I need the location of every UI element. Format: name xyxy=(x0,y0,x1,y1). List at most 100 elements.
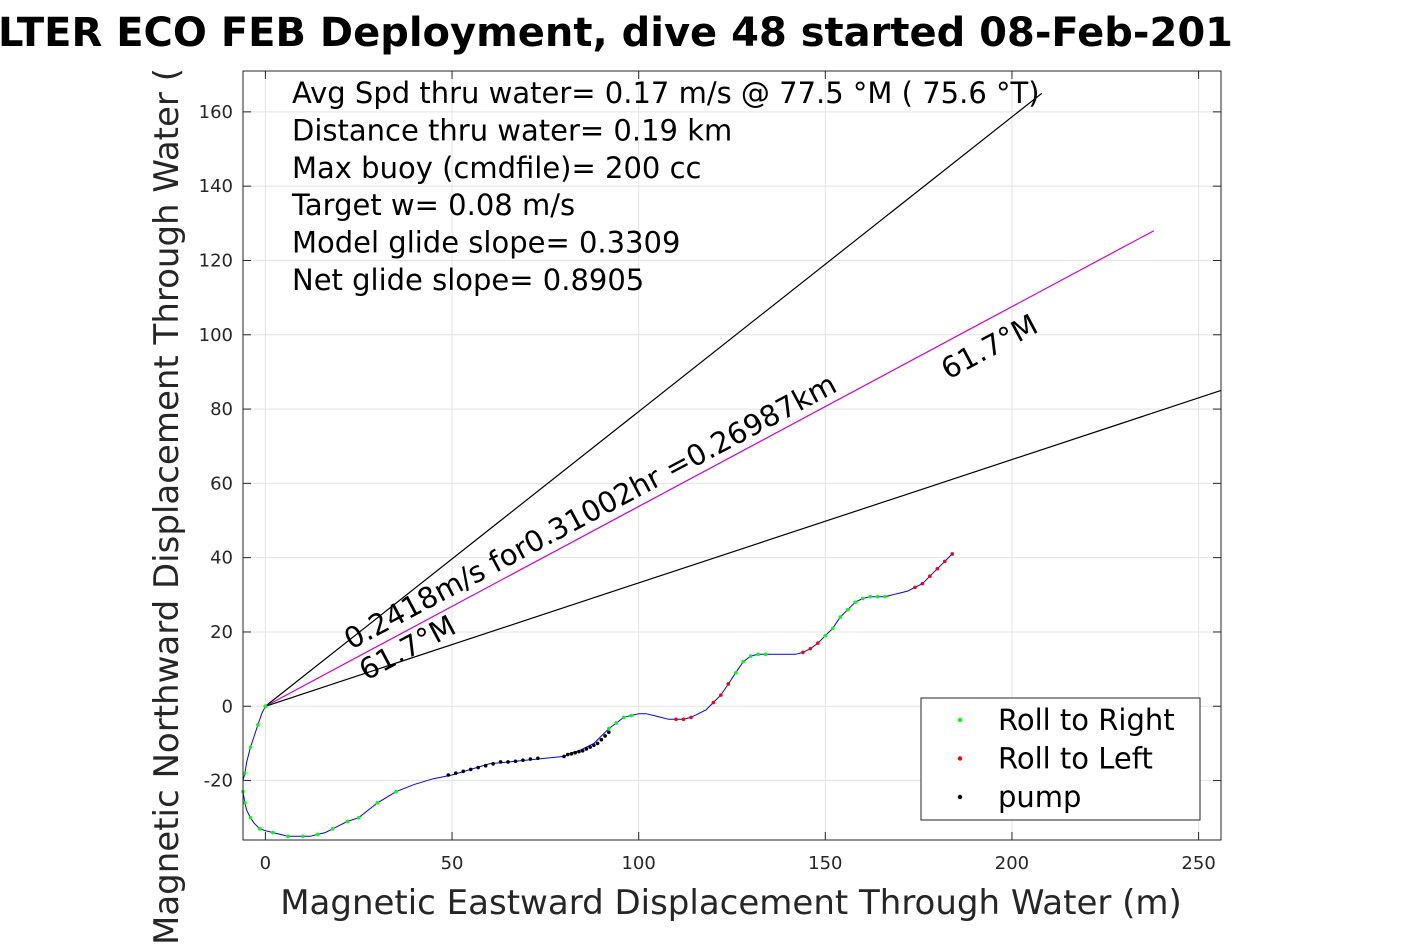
plot-frame xyxy=(242,70,1222,841)
roll-left-marker xyxy=(689,715,693,720)
roll-right-marker xyxy=(830,626,835,631)
x-tick-label: 250 xyxy=(1181,853,1215,874)
legend-box xyxy=(920,697,1201,821)
stat-line: Avg Spd thru water= 0.17 m/s @ 77.5 °M (… xyxy=(292,76,1040,110)
pump-marker xyxy=(513,759,518,764)
stat-line: Max buoy (cmdfile)= 200 cc xyxy=(292,151,701,185)
pump-marker xyxy=(599,737,604,742)
x-tick-label: 200 xyxy=(995,853,1029,874)
roll-right-marker xyxy=(345,819,350,824)
roll-left-marker xyxy=(816,641,820,645)
pump-marker xyxy=(536,756,540,761)
y-tick-label: 160 xyxy=(199,102,233,123)
pump-marker xyxy=(468,767,473,772)
pump-marker xyxy=(595,741,600,746)
stat-line: Net glide slope= 0.8905 xyxy=(292,263,644,297)
y-tick-label: 120 xyxy=(199,250,233,271)
roll-right-marker xyxy=(741,659,745,664)
grid-lines xyxy=(243,71,1221,840)
roll-right-marker xyxy=(300,834,305,839)
legend: Roll to Right Roll to Left pump xyxy=(920,697,1201,821)
roll-right-marker xyxy=(756,652,760,657)
roll-right-marker xyxy=(868,594,872,599)
roll-left-marker xyxy=(681,717,686,722)
roll-left-marker xyxy=(950,552,955,556)
pump-marker xyxy=(584,747,589,751)
axis-ticks: 0 50 100 150 200 250 -20 0 20 40 60 80 100 120 140 160 xyxy=(199,71,1221,874)
roll-left-marker xyxy=(808,646,813,651)
pump-marker xyxy=(565,752,570,757)
roll-right-marker xyxy=(748,654,753,658)
roll-right-marker xyxy=(838,615,843,619)
roll-right-marker xyxy=(248,815,253,820)
legend-marker xyxy=(957,794,963,800)
pump-marker xyxy=(528,757,533,761)
y-tick-label: 80 xyxy=(210,399,233,420)
y-tick-label: 60 xyxy=(210,473,233,494)
pump-marker xyxy=(569,752,574,756)
legend-label: pump xyxy=(998,780,1081,814)
pump-marker xyxy=(592,743,596,748)
y-tick-label: 0 xyxy=(222,696,233,717)
pump-marker xyxy=(483,763,488,768)
roll-left-marker xyxy=(711,700,716,705)
roll-right-marker xyxy=(330,827,335,831)
reference-line-lower xyxy=(265,389,1222,707)
stat-line: Model glide slope= 0.3309 xyxy=(292,226,680,260)
stat-line: Target w= 0.08 m/s xyxy=(291,188,575,222)
roll-left-marker xyxy=(942,559,947,564)
reference-line-upper xyxy=(265,92,1043,707)
roll-right-marker xyxy=(883,594,887,599)
roll-left-marker xyxy=(801,650,805,655)
roll-right-marker xyxy=(763,652,768,657)
x-tick-label: 100 xyxy=(621,853,655,874)
roll-left-marker xyxy=(920,581,925,586)
roll-right-marker xyxy=(243,801,247,805)
roll-left-marker xyxy=(935,567,940,571)
chart-title: LTER ECO FEB Deployment, dive 48 started… xyxy=(0,10,1233,56)
y-axis-label: Magnetic Northward Displacement Through … xyxy=(147,68,187,945)
roll-left-marker xyxy=(913,585,917,590)
pump-marker xyxy=(603,734,607,738)
roll-right-marker xyxy=(860,596,865,601)
marker-layer xyxy=(241,552,955,839)
roll-right-marker xyxy=(356,815,361,820)
roll-right-marker xyxy=(263,704,268,709)
roll-right-marker xyxy=(248,745,253,749)
y-tick-label: 20 xyxy=(210,622,233,643)
roll-right-marker xyxy=(607,726,611,731)
legend-label: Roll to Right xyxy=(998,703,1175,737)
x-tick-label: 50 xyxy=(441,853,464,874)
roll-right-marker xyxy=(394,789,398,794)
roll-right-marker xyxy=(315,832,320,837)
pump-marker xyxy=(476,765,480,770)
roll-left-marker xyxy=(726,682,731,686)
stats-block: Avg Spd thru water= 0.17 m/s @ 77.5 °M (… xyxy=(291,76,1040,297)
roll-left-marker xyxy=(928,574,932,579)
roll-right-marker xyxy=(375,801,380,805)
x-tick-label: 150 xyxy=(808,853,842,874)
pump-marker xyxy=(562,754,566,759)
y-tick-label: 100 xyxy=(199,325,233,346)
roll-right-marker xyxy=(629,713,634,718)
pump-marker xyxy=(491,762,495,766)
pump-marker xyxy=(446,773,451,777)
pump-marker xyxy=(607,730,611,735)
roll-right-marker xyxy=(845,607,850,612)
y-tick-label: 140 xyxy=(199,176,233,197)
reference-line-center xyxy=(265,230,1155,707)
legend-marker xyxy=(957,756,963,761)
y-tick-label: 40 xyxy=(210,548,233,569)
roll-right-marker xyxy=(256,723,260,727)
roll-left-marker xyxy=(674,717,678,722)
pump-marker xyxy=(573,750,578,755)
reference-lines xyxy=(265,92,1222,707)
roll-right-marker xyxy=(733,671,738,675)
roll-left-marker xyxy=(719,693,723,697)
roll-right-marker xyxy=(875,594,880,599)
roll-right-marker xyxy=(243,771,247,775)
roll-right-marker xyxy=(614,721,619,725)
roll-right-marker xyxy=(621,715,626,720)
pump-marker xyxy=(506,760,510,764)
